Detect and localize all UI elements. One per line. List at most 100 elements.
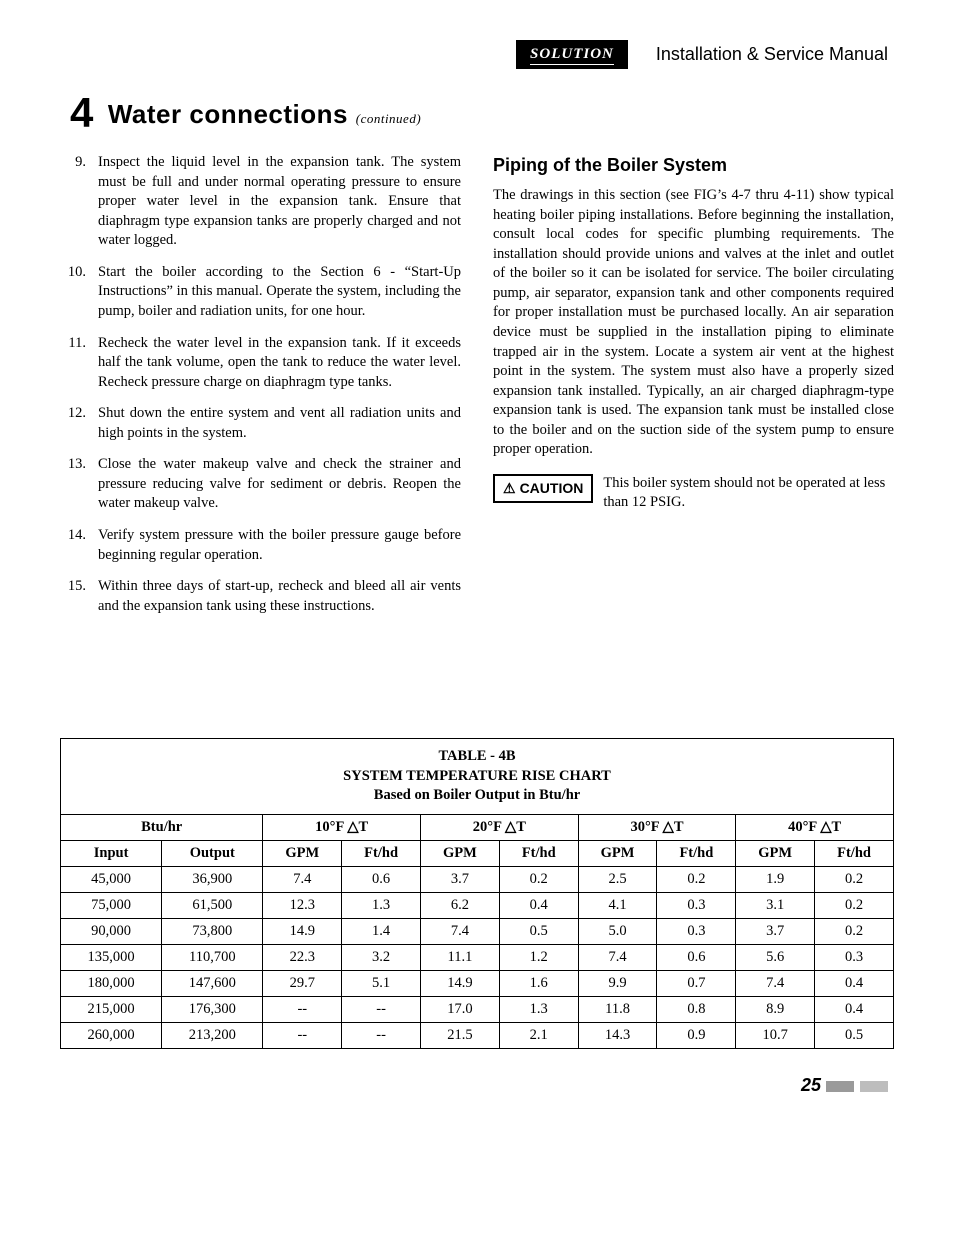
table-cell: 0.3 [657, 918, 736, 944]
document-type: Installation & Service Manual [656, 44, 888, 65]
table-cell: 14.9 [421, 970, 500, 996]
list-text: Start the boiler according to the Sectio… [98, 263, 461, 322]
table-cell: 176,300 [162, 996, 263, 1022]
table-cell: 73,800 [162, 918, 263, 944]
table-cell: 45,000 [61, 866, 162, 892]
table-group-header: 10°F △T [263, 814, 421, 840]
table-cell: 0.3 [815, 944, 894, 970]
table-cell: 2.5 [578, 866, 657, 892]
table-cell: 22.3 [263, 944, 342, 970]
section-number: 4 [70, 89, 94, 136]
table-sub-header: GPM [421, 840, 500, 866]
table-sub-header: Ft/hd [815, 840, 894, 866]
table-cell: -- [263, 996, 342, 1022]
table-sub-header: GPM [736, 840, 815, 866]
table-cell: 4.1 [578, 892, 657, 918]
table-row: 180,000147,60029.75.114.91.69.90.77.40.4 [61, 970, 894, 996]
table-cell: 1.4 [342, 918, 421, 944]
table-cell: 90,000 [61, 918, 162, 944]
table-sub-header: Ft/hd [342, 840, 421, 866]
table-cell: 5.6 [736, 944, 815, 970]
list-number: 9. [60, 153, 88, 251]
table-cell: 11.8 [578, 996, 657, 1022]
table-sub-header: Ft/hd [499, 840, 578, 866]
list-number: 14. [60, 526, 88, 565]
temperature-rise-table: TABLE - 4B SYSTEM TEMPERATURE RISE CHART… [60, 738, 894, 1049]
table-cell: 7.4 [578, 944, 657, 970]
table-cell: 11.1 [421, 944, 500, 970]
table-cell: 0.6 [657, 944, 736, 970]
list-item: 14.Verify system pressure with the boile… [60, 526, 461, 565]
table-cell: 260,000 [61, 1022, 162, 1048]
table-cell: 1.2 [499, 944, 578, 970]
right-paragraph: The drawings in this section (see FIG’s … [493, 186, 894, 460]
table-cell: 0.5 [815, 1022, 894, 1048]
table-cell: 0.2 [499, 866, 578, 892]
table-title: TABLE - 4B SYSTEM TEMPERATURE RISE CHART… [61, 739, 894, 815]
section-name: Water connections [108, 99, 348, 129]
table-sub-header: Input [61, 840, 162, 866]
table-cell: 180,000 [61, 970, 162, 996]
list-text: Shut down the entire system and vent all… [98, 404, 461, 443]
table-cell: 0.5 [499, 918, 578, 944]
table-cell: 5.0 [578, 918, 657, 944]
table-sub-header: Ft/hd [657, 840, 736, 866]
list-item: 15.Within three days of start-up, rechec… [60, 577, 461, 616]
page-number-block: 25 [60, 1075, 894, 1096]
list-item: 9.Inspect the liquid level in the expans… [60, 153, 461, 251]
table-cell: -- [342, 996, 421, 1022]
caution-label-box: ⚠ CAUTION [493, 474, 593, 503]
table-cell: 6.2 [421, 892, 500, 918]
table-cell: 14.9 [263, 918, 342, 944]
table-cell: 1.6 [499, 970, 578, 996]
table-cell: 110,700 [162, 944, 263, 970]
table-cell: 3.2 [342, 944, 421, 970]
list-text: Recheck the water level in the expansion… [98, 334, 461, 393]
table-cell: 0.4 [499, 892, 578, 918]
table-cell: 213,200 [162, 1022, 263, 1048]
caution-text: This boiler system should not be operate… [603, 474, 894, 512]
logo-text: SOLUTION [530, 46, 614, 65]
table-cell: -- [342, 1022, 421, 1048]
table-cell: 12.3 [263, 892, 342, 918]
table-cell: 1.3 [342, 892, 421, 918]
table-cell: 0.2 [815, 866, 894, 892]
list-number: 11. [60, 334, 88, 393]
table-cell: 9.9 [578, 970, 657, 996]
list-text: Close the water makeup valve and check t… [98, 455, 461, 514]
table-sub-header: Output [162, 840, 263, 866]
table-cell: 17.0 [421, 996, 500, 1022]
table-cell: 10.7 [736, 1022, 815, 1048]
list-text: Within three days of start-up, recheck a… [98, 577, 461, 616]
table-cell: 0.2 [815, 918, 894, 944]
table-cell: 7.4 [263, 866, 342, 892]
table-group-header: Btu/hr [61, 814, 263, 840]
procedure-list: 9.Inspect the liquid level in the expans… [60, 153, 461, 616]
table-cell: 0.4 [815, 970, 894, 996]
list-text: Inspect the liquid level in the expansio… [98, 153, 461, 251]
table-title-2: SYSTEM TEMPERATURE RISE CHART [343, 768, 611, 784]
section-title: 4Water connections (continued) [70, 89, 894, 137]
table-cell: 21.5 [421, 1022, 500, 1048]
caution-block: ⚠ CAUTION This boiler system should not … [493, 474, 894, 512]
table-cell: 0.2 [815, 892, 894, 918]
table-cell: 0.4 [815, 996, 894, 1022]
table-cell: 0.2 [657, 866, 736, 892]
table-cell: 14.3 [578, 1022, 657, 1048]
table-cell: 36,900 [162, 866, 263, 892]
table-title-1: TABLE - 4B [438, 748, 515, 764]
table-cell: 8.9 [736, 996, 815, 1022]
table-cell: 3.7 [736, 918, 815, 944]
table-cell: 1.3 [499, 996, 578, 1022]
warning-icon: ⚠ [503, 480, 516, 497]
table-cell: 135,000 [61, 944, 162, 970]
table-cell: 0.6 [342, 866, 421, 892]
list-item: 12.Shut down the entire system and vent … [60, 404, 461, 443]
table-cell: 2.1 [499, 1022, 578, 1048]
table-cell: 29.7 [263, 970, 342, 996]
table-row: 260,000213,200----21.52.114.30.910.70.5 [61, 1022, 894, 1048]
table-row: 75,00061,50012.31.36.20.44.10.33.10.2 [61, 892, 894, 918]
table-group-header: 40°F △T [736, 814, 894, 840]
list-item: 10.Start the boiler according to the Sec… [60, 263, 461, 322]
page-decor-1 [826, 1081, 854, 1092]
